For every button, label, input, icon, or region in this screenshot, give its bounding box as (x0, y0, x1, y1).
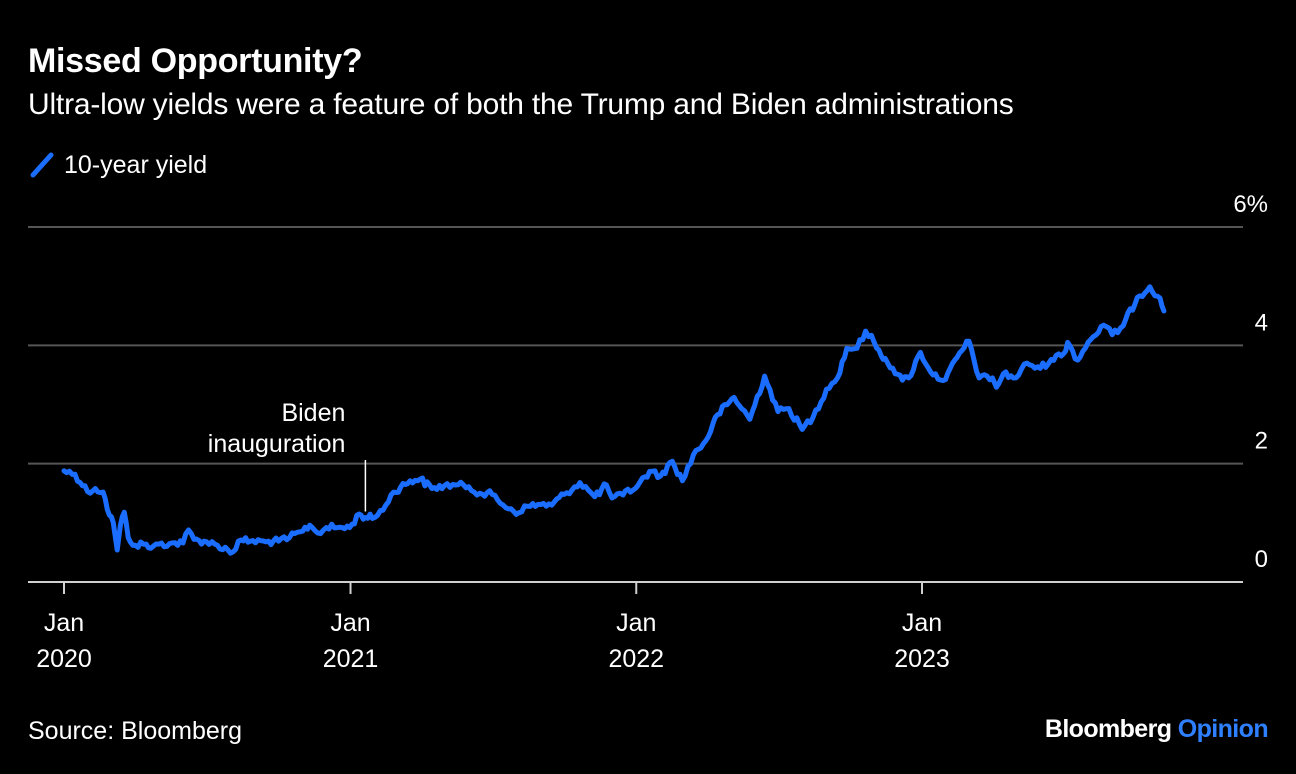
series-line (61, 284, 1167, 556)
x-tick-label-year: 2020 (36, 645, 92, 673)
chart-title: Missed Opportunity? (28, 42, 363, 80)
source-note: Source: Bloomberg (28, 717, 243, 745)
annotation-text: inauguration (208, 430, 346, 458)
legend-swatch-stroke (30, 152, 54, 178)
x-tick-label-year: 2022 (608, 645, 664, 673)
annotations: Biden inauguration (208, 399, 367, 512)
brand-secondary: Opinion (1177, 715, 1269, 743)
y-tick-label: 0 (1255, 546, 1268, 573)
y-tick-label: 6% (1233, 191, 1268, 218)
legend-swatch-icon (30, 152, 54, 178)
series-lines (61, 284, 1167, 556)
brand-primary: Bloomberg (1044, 715, 1172, 743)
legend: 10-year yield (28, 150, 207, 180)
y-tick-label: 2 (1255, 428, 1268, 455)
x-tick-label-year: 2021 (323, 645, 379, 673)
x-tick-label-month: Jan (330, 609, 370, 637)
legend-label: 10-year yield (64, 150, 208, 179)
x-tick-label-month: Jan (902, 609, 942, 637)
chart-subtitle: Ultra-low yields were a feature of both … (28, 88, 1014, 121)
annotation-text: Biden (281, 399, 345, 427)
y-tick-label: 4 (1255, 309, 1268, 336)
gridlines (28, 226, 1243, 583)
x-axis-ticks: Jan 2020 Jan 2021 Jan 2022 Jan 2023 (36, 582, 950, 673)
x-tick-label-year: 2023 (894, 645, 950, 673)
y-axis-ticks: 0 2 4 6% (1233, 191, 1268, 573)
x-tick-label-month: Jan (616, 609, 656, 637)
brand-logo: Bloomberg Opinion (1044, 715, 1269, 744)
x-tick-label-month: Jan (44, 609, 84, 637)
